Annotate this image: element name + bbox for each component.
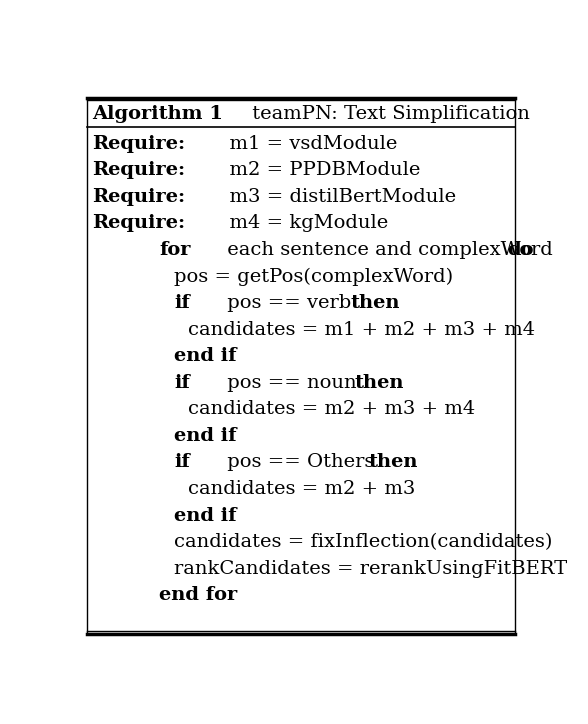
- Text: Algorithm 1: Algorithm 1: [92, 104, 223, 122]
- Text: then: then: [368, 453, 417, 471]
- Text: if: if: [174, 453, 190, 471]
- Text: rankCandidates = rerankUsingFitBERT: rankCandidates = rerankUsingFitBERT: [174, 560, 567, 578]
- Text: pos == noun: pos == noun: [220, 374, 362, 392]
- Text: m1 = vsdModule: m1 = vsdModule: [217, 135, 397, 153]
- Text: pos == Others: pos == Others: [220, 453, 380, 471]
- Text: teamPN: Text Simplification: teamPN: Text Simplification: [246, 104, 530, 122]
- Text: candidates = m2 + m3 + m4: candidates = m2 + m3 + m4: [189, 400, 476, 418]
- Text: for: for: [159, 241, 191, 259]
- Text: if: if: [174, 374, 190, 392]
- Text: end if: end if: [174, 427, 236, 445]
- Text: then: then: [355, 374, 404, 392]
- Text: Require:: Require:: [92, 135, 185, 153]
- Text: end for: end for: [159, 586, 238, 605]
- Text: Require:: Require:: [92, 214, 185, 232]
- Text: pos = getPos(complexWord): pos = getPos(complexWord): [174, 267, 453, 286]
- Text: do: do: [507, 241, 533, 259]
- Text: if: if: [174, 294, 190, 312]
- Text: end if: end if: [174, 347, 236, 365]
- Text: candidates = m2 + m3: candidates = m2 + m3: [189, 480, 416, 498]
- Text: m2 = PPDBModule: m2 = PPDBModule: [217, 161, 420, 179]
- Text: m3 = distilBertModule: m3 = distilBertModule: [217, 188, 456, 206]
- Text: then: then: [350, 294, 400, 312]
- Text: candidates = m1 + m2 + m3 + m4: candidates = m1 + m2 + m3 + m4: [189, 321, 536, 339]
- Text: candidates = fixInflection(candidates): candidates = fixInflection(candidates): [174, 533, 552, 551]
- Text: m4 = kgModule: m4 = kgModule: [217, 214, 388, 232]
- Text: Require:: Require:: [92, 188, 185, 206]
- Text: end if: end if: [174, 507, 236, 524]
- Text: pos == verb: pos == verb: [220, 294, 357, 312]
- Text: Require:: Require:: [92, 161, 185, 179]
- Text: each sentence and complexWord: each sentence and complexWord: [222, 241, 559, 259]
